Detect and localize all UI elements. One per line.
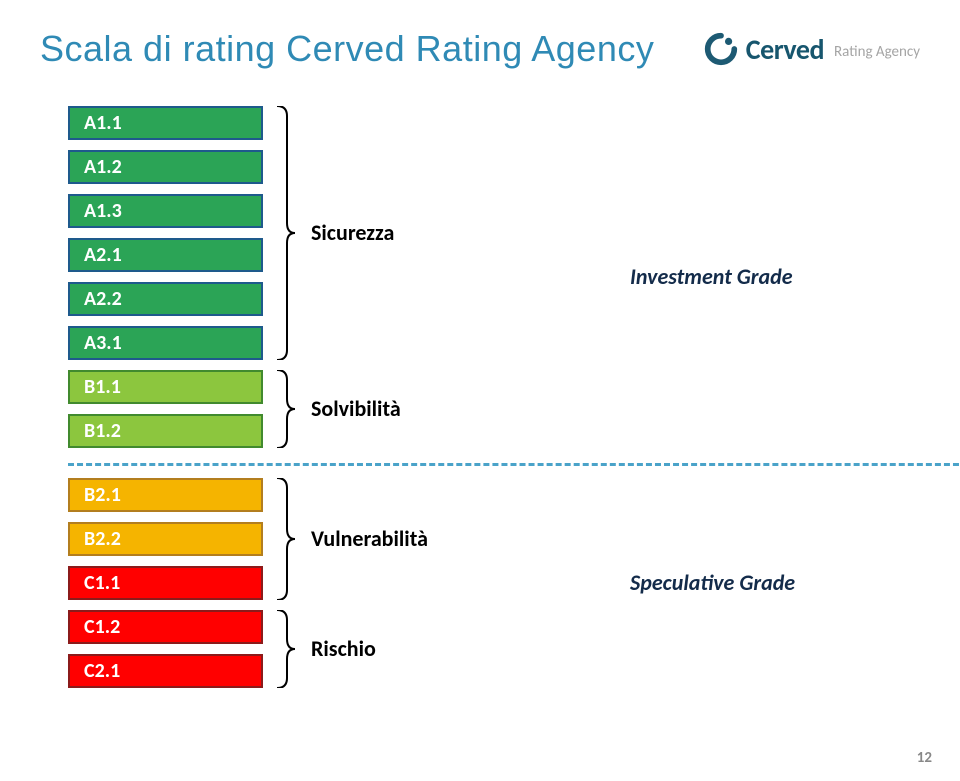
rating-B1-1: B1.1 bbox=[68, 370, 263, 404]
rating-label: C2.1 bbox=[84, 659, 120, 683]
rating-label: A1.3 bbox=[84, 199, 122, 223]
rating-B2-1: B2.1 bbox=[68, 478, 263, 512]
rating-scale: A1.1 A1.2 A1.3 A2.1 A2.2 A3.1 B1.1 B1.2 B2.1 B2.2… bbox=[40, 106, 920, 698]
rating-A2-2: A2.2 bbox=[68, 282, 263, 316]
group-label-sicurezza: Sicurezza bbox=[311, 219, 394, 246]
header: Scala di rating Cerved Rating Agency Cer… bbox=[40, 28, 920, 70]
rating-label: A1.2 bbox=[84, 155, 122, 179]
brace-vulnerabilita bbox=[277, 478, 303, 605]
rating-B2-2: B2.2 bbox=[68, 522, 263, 556]
rating-A1-2: A1.2 bbox=[68, 150, 263, 184]
rating-A1-3: A1.3 bbox=[68, 194, 263, 228]
rating-C1-1: C1.1 bbox=[68, 566, 263, 600]
rating-B1-2: B1.2 bbox=[68, 414, 263, 448]
grade-label-speculative: Speculative Grade bbox=[630, 569, 795, 596]
group-label-rischio: Rischio bbox=[311, 635, 376, 662]
logo-sub-text: Rating Agency bbox=[834, 43, 920, 61]
rating-C1-2: C1.2 bbox=[68, 610, 263, 644]
group-label-solvibilita: Solvibilità bbox=[311, 395, 401, 422]
logo-cerved-text: Cerved bbox=[746, 32, 824, 67]
grade-label-investment: Investment Grade bbox=[630, 263, 793, 290]
rating-label: B1.1 bbox=[84, 375, 121, 399]
page-title: Scala di rating Cerved Rating Agency bbox=[40, 28, 654, 70]
brace-sicurezza bbox=[277, 106, 303, 365]
rating-label: C1.2 bbox=[84, 615, 120, 639]
rating-C2-1: C2.1 bbox=[68, 654, 263, 688]
rating-label: B2.2 bbox=[84, 527, 121, 551]
rating-label: C1.1 bbox=[84, 571, 120, 595]
brace-rischio bbox=[277, 610, 303, 693]
logo: Cerved Rating Agency bbox=[702, 30, 920, 68]
rating-label: A1.1 bbox=[84, 111, 122, 135]
rating-label: A3.1 bbox=[84, 331, 122, 355]
rating-label: B1.2 bbox=[84, 419, 121, 443]
rating-label: B2.1 bbox=[84, 483, 121, 507]
group-label-vulnerabilita: Vulnerabilità bbox=[311, 525, 428, 552]
rating-label: A2.1 bbox=[84, 243, 122, 267]
logo-mark-icon bbox=[702, 30, 740, 68]
brace-solvibilita bbox=[277, 370, 303, 453]
rating-A3-1: A3.1 bbox=[68, 326, 263, 360]
rating-A1-1: A1.1 bbox=[68, 106, 263, 140]
rating-label: A2.2 bbox=[84, 287, 122, 311]
grade-divider bbox=[68, 463, 960, 466]
page-number: 12 bbox=[917, 749, 932, 767]
rating-A2-1: A2.1 bbox=[68, 238, 263, 272]
